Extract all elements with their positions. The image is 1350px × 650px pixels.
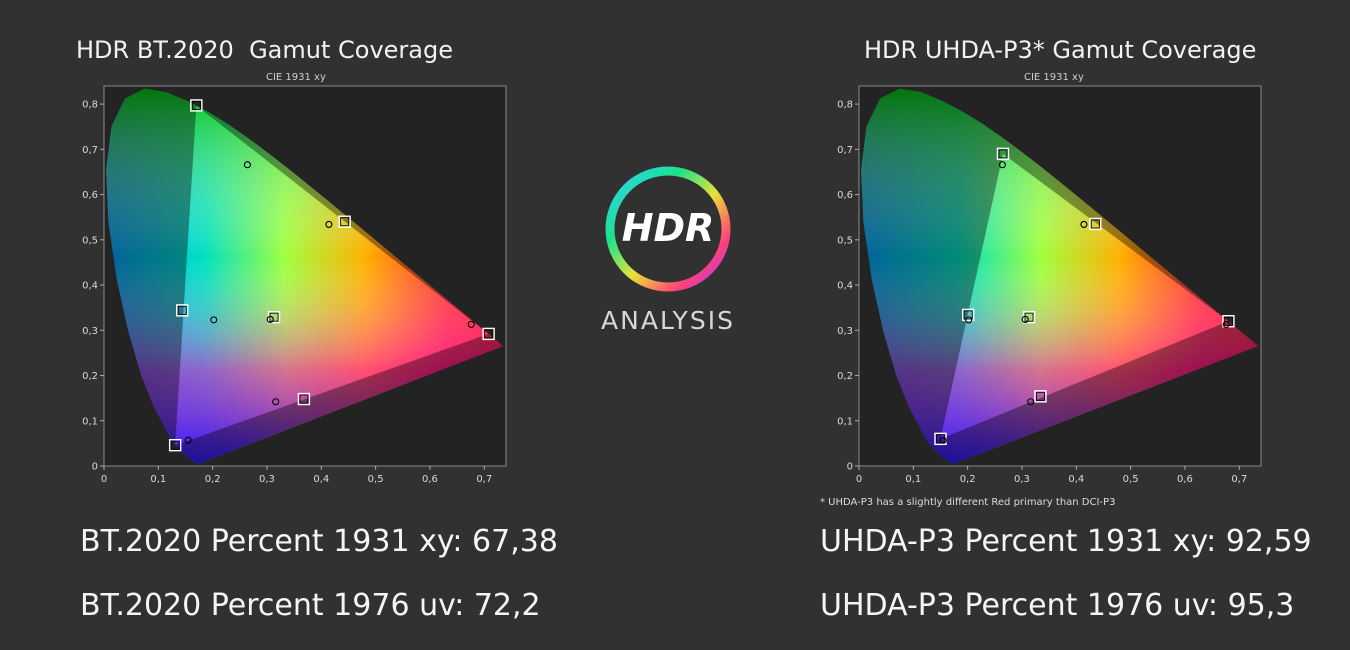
measured-point [939,436,947,444]
x-tick-label: 0,4 [313,474,329,485]
x-tick-label: 0,2 [205,474,221,485]
x-tick-label: 0,5 [368,474,384,485]
measured-point [325,220,333,228]
x-tick-label: 0,6 [422,474,438,485]
uhda-p3-percent-uv: UHDA-P3 Percent 1976 uv: 95,3 [820,588,1295,623]
x-tick-label: 0,3 [1014,474,1030,485]
x-tick-label: 0,7 [476,474,492,485]
target-point [190,99,203,112]
target-point [1034,390,1047,403]
measured-point [184,436,192,444]
y-tick-label: 0 [92,462,98,473]
y-tick-label: 0,3 [82,326,98,337]
target-point [176,304,189,317]
right-panel-title: HDR UHDA-P3* Gamut Coverage [864,36,1257,64]
target-point-inner [963,310,973,320]
target-point [482,327,495,341]
x-tick-label: 0,2 [960,474,976,485]
left-chart-subtitle: CIE 1931 xy [266,72,326,83]
right-chart-subtitle: CIE 1931 xy [1024,72,1084,83]
left-panel-title: HDR BT.2020 Gamut Coverage [76,36,453,64]
target-point-inner [936,434,945,444]
x-tick-label: 0,4 [1068,474,1084,485]
target-point-inner [1036,391,1045,401]
y-tick-label: 0,7 [837,145,853,156]
y-tick-label: 0,1 [82,416,98,427]
y-tick-label: 0,3 [837,326,853,337]
y-tick-label: 0,5 [82,235,98,246]
target-point-inner [170,440,180,450]
y-tick-label: 0,1 [837,416,853,427]
uhda-p3-footnote: * UHDA-P3 has a slightly different Red p… [820,497,1116,508]
x-tick-label: 0,5 [1123,474,1139,485]
logo-caption: ANALYSIS [601,306,735,335]
measured-point [210,316,218,324]
target-point [338,215,351,228]
y-tick-label: 0,6 [82,190,98,201]
measured-point [1027,398,1035,406]
x-tick-label: 0,7 [1231,474,1247,485]
x-tick-label: 0,3 [259,474,275,485]
bt2020-percent-xy: BT.2020 Percent 1931 xy: 67,38 [80,524,558,559]
target-point-inner [484,329,494,339]
y-tick-label: 0,6 [837,190,853,201]
target-point-inner [177,305,187,315]
measured-point [1222,320,1230,328]
logo-ring-icon [605,166,731,292]
y-tick-label: 0,8 [837,100,853,111]
target-point-inner [1090,219,1100,229]
x-tick-label: 0,1 [905,474,921,485]
measured-point [998,161,1006,169]
measured-point [965,316,973,324]
target-point [996,147,1010,161]
x-tick-label: 0,6 [1177,474,1193,485]
y-tick-label: 0,8 [82,100,98,111]
target-point-inner [998,149,1008,159]
y-tick-label: 0,2 [82,371,98,382]
y-tick-label: 0,5 [837,235,853,246]
y-tick-label: 0,7 [82,145,98,156]
x-tick-label: 0 [856,474,862,485]
uhda-p3-percent-xy: UHDA-P3 Percent 1931 xy: 92,59 [820,524,1312,559]
bt2020-percent-uv: BT.2020 Percent 1976 uv: 72,2 [80,588,541,623]
measured-point [266,315,274,323]
x-tick-label: 0,1 [150,474,166,485]
y-tick-label: 0 [847,462,853,473]
target-point-inner [1024,312,1034,322]
measured-point [1021,315,1029,323]
measured-point [467,320,475,328]
y-tick-label: 0,2 [837,371,853,382]
cie-chart-bt2020: 0 0,1 0,2 0,3 0,4 0,5 0,6 0,7 0 0,1 0,2 0,3 0,4 0,5 0,… [82,85,507,485]
measured-point [243,161,251,169]
logo-hdr-text: HDR [622,206,715,250]
target-point [1089,217,1102,231]
target-point-inner [269,312,279,322]
target-point-inner [1224,316,1233,326]
measured-point [272,398,280,406]
target-point [168,438,182,452]
target-point-inner [299,394,309,404]
cie-chart-uhda-p3: 0 0,1 0,2 0,3 0,4 0,5 0,6 0,7 0 0,1 0,2 0,3 0,4 0,5 0,… [837,85,1262,485]
target-point [961,308,975,322]
x-tick-label: 0 [101,474,107,485]
hdr-logo: HDR [605,166,731,292]
measured-point [1080,220,1088,228]
target-point-inner [340,217,350,227]
y-tick-label: 0,4 [837,281,853,292]
y-tick-label: 0,4 [82,281,98,292]
target-point [297,392,311,406]
target-point-inner [191,101,201,110]
